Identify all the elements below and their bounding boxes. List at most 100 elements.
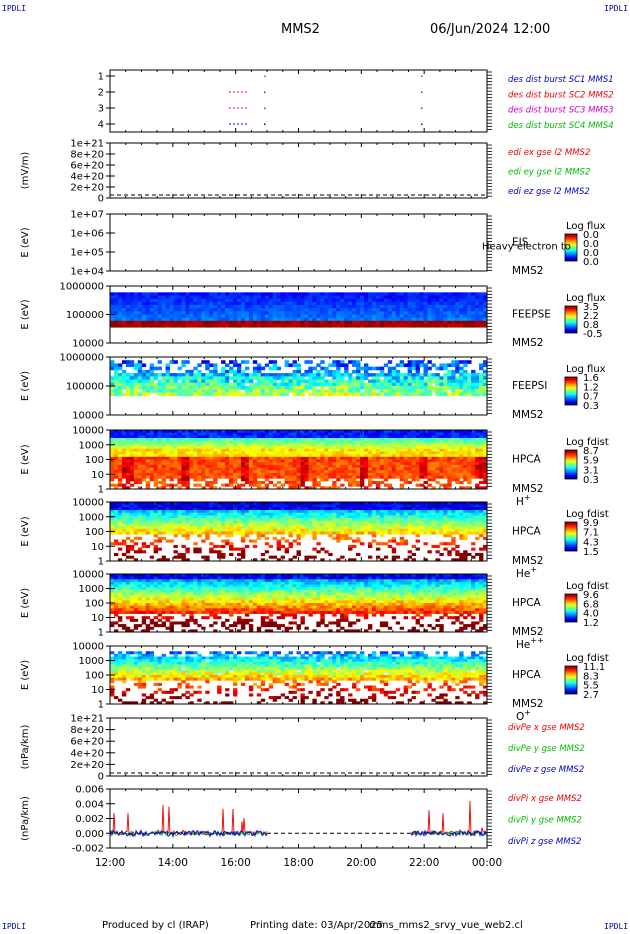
burst-interval bbox=[264, 107, 266, 109]
colorbar-tick-label: 0.0 bbox=[583, 239, 599, 250]
legend-entry: edi ex gse l2 MMS2 bbox=[508, 148, 590, 158]
y-tick-label: 0.002 bbox=[75, 814, 104, 825]
y-tick-label: 10 bbox=[91, 685, 104, 696]
y-tick-label: 1000 bbox=[79, 584, 104, 595]
y-tick-label: 1000 bbox=[79, 656, 104, 667]
colorbar-tick-label: 2.2 bbox=[583, 311, 599, 322]
series-line bbox=[410, 829, 488, 838]
y-tick-label: 2e+20 bbox=[70, 760, 104, 771]
colorbar-tick-label: 2.7 bbox=[583, 690, 599, 701]
colorbar-tick-label: 0.3 bbox=[583, 475, 599, 486]
y-tick-label: 10000 bbox=[72, 426, 104, 437]
colorbar-tick-label: 6.8 bbox=[583, 599, 599, 610]
instrument-label: HPCA bbox=[512, 526, 542, 538]
y-tick-label: 10000 bbox=[72, 570, 104, 581]
x-tick-label: 14:00 bbox=[158, 857, 188, 869]
legend-entry: divPe x gse MMS2 bbox=[508, 723, 585, 733]
colorbar-tick-label: -0.5 bbox=[583, 329, 603, 340]
y-tick-label: -0.002 bbox=[72, 844, 104, 855]
y-tick-label: 10000 bbox=[72, 498, 104, 509]
spacecraft-label: MMS2 bbox=[512, 626, 543, 638]
y-tick-label: 0 bbox=[98, 772, 104, 783]
y-tick-label: 1e+05 bbox=[70, 248, 104, 259]
y-axis-label: E (eV) bbox=[20, 299, 31, 329]
y-tick-label: 10000 bbox=[72, 339, 104, 350]
y-tick-label: 100 bbox=[85, 599, 104, 610]
colorbar-tick-label: 4.0 bbox=[583, 609, 599, 620]
y-tick-label: 1 bbox=[98, 485, 104, 496]
y-tick-label: 1e+06 bbox=[70, 229, 104, 240]
colorbar bbox=[564, 665, 578, 695]
colorbar-title: Log fdist bbox=[566, 653, 609, 664]
y-axis-label: E (eV) bbox=[20, 227, 31, 257]
panel-frame-divpi bbox=[109, 788, 488, 849]
y-axis-label: E (eV) bbox=[20, 516, 31, 546]
colorbar-tick-label: 0.3 bbox=[583, 401, 599, 412]
colorbar bbox=[564, 521, 578, 552]
x-tick-label: 16:00 bbox=[221, 857, 251, 869]
y-axis-label: E (eV) bbox=[20, 588, 31, 618]
y-tick-label: 1 bbox=[98, 557, 104, 568]
colorbar-tick-label: 0.8 bbox=[583, 320, 599, 331]
footer-printing-date: Printing date: 03/Apr/2025 bbox=[250, 920, 383, 931]
y-tick-label: 1e+04 bbox=[70, 267, 104, 278]
legend-entry: divPe y gse MMS2 bbox=[508, 744, 585, 754]
y-tick-label: 10 bbox=[91, 613, 104, 624]
colorbar-tick-label: 9.9 bbox=[583, 518, 599, 529]
y-tick-label: 100 bbox=[85, 527, 104, 538]
colorbar-tick-label: 0.0 bbox=[583, 230, 599, 241]
x-tick-label: 00:00 bbox=[472, 857, 502, 869]
legend-entry: divPi z gse MMS2 bbox=[508, 837, 581, 847]
legend-entry: des dist burst SC2 MMS2 bbox=[508, 90, 614, 100]
y-tick-label: 4e+20 bbox=[70, 172, 104, 183]
colorbar-title: Log fdist bbox=[566, 581, 609, 592]
panel-frame-edi bbox=[109, 142, 488, 199]
y-tick-label: 8e+20 bbox=[70, 150, 104, 161]
spacecraft-label: MMS2 bbox=[512, 483, 543, 495]
x-tick-label: 20:00 bbox=[346, 857, 376, 869]
colorbar bbox=[564, 593, 578, 623]
y-axis-label: (mV/m) bbox=[20, 152, 31, 190]
series-line bbox=[109, 804, 268, 837]
y-tick-label: 8e+20 bbox=[70, 725, 104, 736]
colorbar-tick-label: 0.0 bbox=[583, 257, 599, 268]
x-tick-label: 22:00 bbox=[409, 857, 439, 869]
burst-interval bbox=[264, 123, 266, 125]
y-tick-label: 4 bbox=[98, 120, 104, 131]
colorbar-title: Log fdist bbox=[566, 509, 609, 520]
legend-entry: des dist burst SC1 MMS1 bbox=[508, 75, 614, 85]
y-tick-label: 1e+07 bbox=[70, 210, 104, 221]
burst-interval bbox=[421, 91, 423, 93]
overlay-label: Heavy electron to bbox=[482, 242, 571, 253]
multi-panel-plot: 4 3 2 1 des dist burst SC1 MMS1 des dist burs… bbox=[20, 69, 614, 869]
instrument-label: HPCA bbox=[512, 669, 542, 681]
corner-label-tl: IPDLI bbox=[2, 4, 27, 13]
y-tick-label: 1000 bbox=[79, 440, 104, 451]
y-axis-label: E (eV) bbox=[20, 371, 31, 401]
colorbar-tick-label: 1.2 bbox=[583, 382, 599, 393]
y-tick-label: 1000000 bbox=[59, 353, 104, 364]
colorbar-tick-label: 0.0 bbox=[583, 248, 599, 259]
species-label: H+ bbox=[516, 493, 531, 508]
series-line bbox=[410, 800, 488, 837]
colorbar-tick-label: 8.3 bbox=[583, 671, 599, 682]
corner-label-bl: IPDLI bbox=[2, 922, 27, 931]
burst-interval bbox=[421, 75, 423, 77]
burst-interval bbox=[421, 123, 423, 125]
y-tick-label: 1 bbox=[98, 72, 104, 83]
y-tick-label: 100000 bbox=[66, 382, 104, 393]
legend-entry: des dist burst SC3 MMS3 bbox=[508, 106, 614, 116]
colorbar-title: Log fdist bbox=[566, 437, 609, 448]
spacecraft-label: MMS2 bbox=[512, 555, 543, 567]
y-tick-label: 1000000 bbox=[59, 282, 104, 293]
colorbar bbox=[564, 376, 578, 406]
y-tick-label: 10000 bbox=[72, 642, 104, 653]
y-tick-label: 0.000 bbox=[75, 829, 104, 840]
y-tick-label: 1 bbox=[98, 628, 104, 639]
y-tick-label: 6e+20 bbox=[70, 161, 104, 172]
colorbar-title: Log flux bbox=[566, 364, 606, 375]
species-label: O+ bbox=[516, 708, 531, 723]
instrument-label: FEEPSE bbox=[512, 309, 551, 321]
y-tick-label: 2e+20 bbox=[70, 183, 104, 194]
colorbar bbox=[564, 305, 578, 334]
